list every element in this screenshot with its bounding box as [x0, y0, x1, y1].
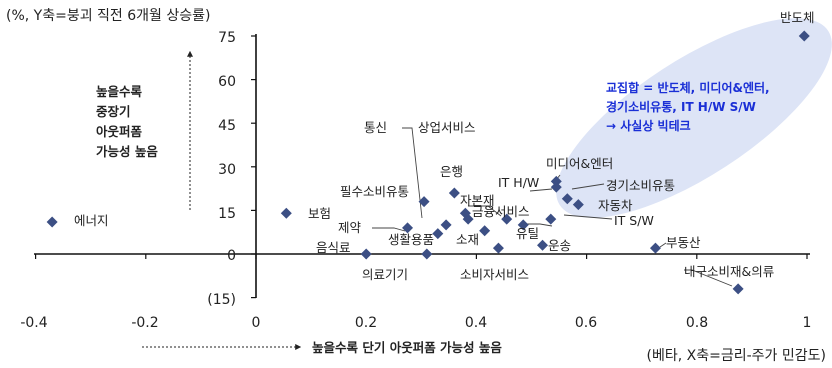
highlight-annotation: 교집합 = 반도체, 미디어&엔터, 경기소비유통, IT H/W S/W → … [606, 80, 770, 133]
y-tick-label: 60 [218, 74, 236, 90]
data-point-marker [649, 242, 661, 254]
point-label-staples-retail: 필수소비유통 [340, 184, 409, 199]
point-label-insurance: 보험 [308, 206, 331, 221]
data-point-marker [448, 187, 460, 199]
y-tick-label: 0 [227, 248, 236, 264]
point-label-food: 음식료 [316, 240, 351, 255]
leader-line [563, 214, 613, 220]
data-point-marker [360, 248, 372, 260]
point-label-commercial-services: 상업서비스 [418, 120, 476, 135]
data-point-marker [798, 30, 810, 42]
leader-line [684, 269, 733, 287]
x-tick-label: 0.2 [355, 315, 377, 331]
x-tick-label: 0.8 [686, 315, 708, 331]
point-label-financial-services: 금융서비스 [472, 204, 530, 219]
x-axis-caption: (베타, X축=금리-주가 민감도) [647, 348, 826, 364]
y-tick-label: (15) [207, 292, 236, 308]
point-labels: 반도체 에너지 보험 필수소비유통 제약 음식료 생활용품 의료기기 통신 상업… [74, 10, 815, 282]
y-tick-label: 75 [218, 30, 236, 46]
data-point-marker [732, 283, 744, 295]
data-point-marker [418, 196, 430, 208]
data-point-marker [492, 242, 504, 254]
point-label-medical-devices: 의료기기 [362, 267, 408, 282]
data-point-marker [479, 225, 491, 237]
data-point-marker [402, 222, 414, 234]
y-direction-label: 높을수록 중장기 아웃퍼폼 가능성 높음 [96, 84, 158, 159]
data-point-marker [280, 207, 292, 219]
x-tick-label: 0.6 [575, 315, 597, 331]
point-label-household: 생활용품 [388, 232, 434, 247]
y-tick-labels: 75 60 45 30 15 0 (15) [207, 30, 236, 308]
data-point-marker [550, 175, 562, 187]
data-point-marker [459, 207, 471, 219]
point-label-autos: 자동차 [598, 198, 633, 213]
point-label-media-entertainment: 미디어&엔터 [546, 156, 613, 171]
highlight-annotation-line: 경기소비유통, IT H/W S/W [606, 99, 756, 114]
data-point-marker [561, 193, 573, 205]
x-direction-label: 높을수록 단기 아웃퍼폼 가능성 높음 [312, 340, 502, 355]
point-label-telecom: 통신 [364, 120, 387, 135]
point-label-capital-goods: 자본재 [460, 193, 495, 208]
point-label-consumer-discretionary-retail: 경기소비유통 [606, 178, 675, 193]
point-label-utilities: 유틸 [516, 226, 539, 241]
x-tick-label: -0.2 [131, 315, 158, 331]
data-point-marker [46, 216, 58, 228]
y-direction-label-line: 높을수록 [96, 84, 143, 99]
y-tick-label: 30 [218, 162, 236, 178]
leader-line [529, 188, 553, 192]
point-label-semiconductor: 반도체 [780, 10, 815, 25]
point-label-materials: 소재 [456, 232, 479, 247]
highlight-region [556, 18, 832, 218]
highlight-annotation-line: 교집합 = 반도체, 미디어&엔터, [606, 80, 770, 95]
data-point-marker [517, 219, 529, 231]
y-tick-marks [251, 35, 256, 299]
point-label-real-estate: 부동산 [666, 235, 701, 250]
leader-line [522, 223, 553, 227]
leader-line [372, 227, 406, 232]
data-point-marker [545, 213, 557, 225]
y-direction-label-line: 중장기 [96, 104, 131, 119]
data-point-marker [572, 199, 584, 211]
data-point-marker [550, 181, 562, 193]
y-axis-caption: (%, Y축=붕괴 직전 6개월 상승률) [6, 8, 210, 24]
point-label-it-hw: IT H/W [498, 175, 539, 190]
data-points [46, 30, 810, 295]
data-point-marker [421, 248, 433, 260]
y-direction-label-line: 가능성 높음 [96, 144, 158, 159]
y-direction-label-line: 아웃퍼폼 [96, 124, 143, 139]
data-point-marker [501, 213, 513, 225]
point-label-energy: 에너지 [74, 213, 109, 228]
point-label-transport: 운송 [548, 238, 571, 253]
leader-line [402, 127, 423, 219]
point-label-consumer-services: 소비자서비스 [460, 267, 529, 282]
leader-line [571, 183, 605, 190]
point-label-it-sw: IT S/W [614, 213, 654, 228]
data-point-marker [440, 219, 452, 231]
point-label-pharma: 제약 [338, 220, 362, 235]
y-tick-label: 15 [218, 206, 236, 222]
x-tick-label: -0.4 [20, 315, 47, 331]
y-tick-label: 45 [218, 118, 236, 134]
point-label-durables-apparel: 내구소비재&의류 [684, 264, 774, 279]
highlight-annotation-line: → 사실상 빅테크 [606, 118, 691, 133]
leader-line [659, 242, 667, 248]
data-point-marker [432, 228, 444, 240]
x-tick-label: 0 [252, 315, 261, 331]
x-tick-label: 0.4 [465, 315, 487, 331]
point-label-banks: 은행 [440, 164, 463, 179]
x-tick-label: 1 [803, 315, 812, 331]
leader-line [468, 205, 502, 217]
x-tick-labels: -0.4 -0.2 0 0.2 0.4 0.6 0.8 1 [20, 315, 811, 331]
data-point-marker [537, 239, 549, 251]
